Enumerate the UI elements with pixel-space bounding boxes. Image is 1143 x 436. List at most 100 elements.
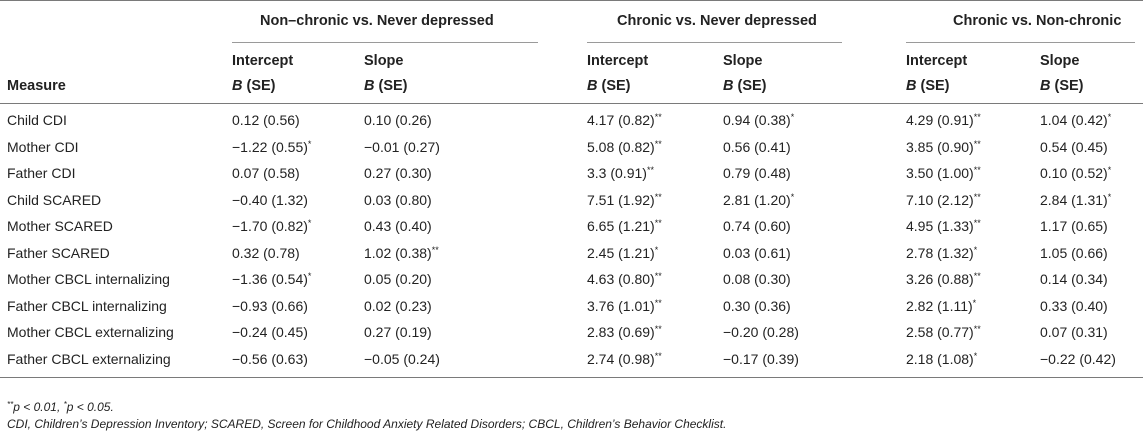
value-cell: −0.17 (0.39)	[723, 350, 799, 367]
value-cell: −1.36 (0.54)*	[232, 271, 312, 287]
table-row: Child CDI 0.12 (0.56) 0.10 (0.26) 4.17 (…	[0, 107, 1143, 134]
measure-header: Measure	[7, 78, 66, 94]
b-se-header: B (SE)	[1040, 78, 1084, 94]
table-row: Father CBCL internalizing −0.93 (0.66) 0…	[0, 293, 1143, 320]
value-cell: 0.27 (0.19)	[364, 324, 432, 340]
value-cell: 3.3 (0.91)**	[587, 165, 654, 181]
slope-header: Slope	[1040, 53, 1080, 69]
table-footnotes: **p < 0.01, *p < 0.05. CDI, Children’s D…	[7, 399, 726, 433]
intercept-header: Intercept	[906, 53, 968, 69]
value-cell: 2.84 (1.31)*	[1040, 191, 1112, 208]
group-rule-chronic-vs-nonchronic	[906, 42, 1135, 43]
measure-cell: Child CDI	[7, 112, 67, 128]
value-cell: 0.74 (0.60)	[723, 218, 791, 234]
measure-cell: Father CBCL externalizing	[7, 350, 171, 367]
value-cell: 4.95 (1.33)**	[906, 218, 981, 234]
table-row: Mother CBCL internalizing −1.36 (0.54)* …	[0, 266, 1143, 293]
table-row: Father SCARED 0.32 (0.78) 1.02 (0.38)** …	[0, 240, 1143, 267]
value-cell: 0.05 (0.20)	[364, 271, 432, 287]
group-title-nonchronic-vs-never: Non–chronic vs. Never depressed	[260, 13, 494, 29]
measure-cell: Father CDI	[7, 165, 76, 181]
measure-cell: Child SCARED	[7, 191, 102, 208]
value-cell: 2.58 (0.77)**	[906, 324, 981, 340]
b-se-header: B (SE)	[587, 78, 631, 94]
value-cell: 2.83 (0.69)**	[587, 324, 662, 340]
value-cell: 5.08 (0.82)**	[587, 138, 662, 155]
group-rule-chronic-vs-never	[587, 42, 842, 43]
value-cell: −0.01 (0.27)	[364, 138, 440, 155]
table-body: Child CDI 0.12 (0.56) 0.10 (0.26) 4.17 (…	[0, 104, 1143, 378]
value-cell: 2.81 (1.20)*	[723, 191, 795, 208]
value-cell: 0.43 (0.40)	[364, 218, 432, 234]
value-cell: −0.24 (0.45)	[232, 324, 308, 340]
value-cell: 4.17 (0.82)**	[587, 112, 662, 128]
b-se-header: B (SE)	[364, 78, 408, 94]
value-cell: 0.08 (0.30)	[723, 271, 791, 287]
value-cell: 0.07 (0.31)	[1040, 324, 1108, 340]
group-title-chronic-vs-never: Chronic vs. Never depressed	[617, 13, 817, 29]
value-cell: 2.74 (0.98)**	[587, 350, 662, 367]
value-cell: 7.10 (2.12)**	[906, 191, 981, 208]
value-cell: 0.33 (0.40)	[1040, 297, 1108, 314]
value-cell: 0.07 (0.58)	[232, 165, 300, 181]
intercept-header: Intercept	[587, 53, 649, 69]
slope-header: Slope	[364, 53, 404, 69]
group-rule-nonchronic-vs-never	[232, 42, 538, 43]
table-row: Father CBCL externalizing −0.56 (0.63) −…	[0, 346, 1143, 373]
table-row: Child SCARED −0.40 (1.32) 0.03 (0.80) 7.…	[0, 187, 1143, 214]
value-cell: 0.94 (0.38)*	[723, 112, 795, 128]
value-cell: 0.56 (0.41)	[723, 138, 791, 155]
value-cell: 1.05 (0.66)	[1040, 244, 1108, 261]
value-cell: 0.30 (0.36)	[723, 297, 791, 314]
value-cell: 1.17 (0.65)	[1040, 218, 1108, 234]
value-cell: −0.93 (0.66)	[232, 297, 308, 314]
value-cell: −0.05 (0.24)	[364, 350, 440, 367]
value-cell: 2.45 (1.21)*	[587, 244, 659, 261]
value-cell: 0.03 (0.61)	[723, 244, 791, 261]
value-cell: 3.85 (0.90)**	[906, 138, 981, 155]
value-cell: 0.12 (0.56)	[232, 112, 300, 128]
value-cell: −1.22 (0.55)*	[232, 138, 312, 155]
value-cell: 0.03 (0.80)	[364, 191, 432, 208]
value-cell: 0.27 (0.30)	[364, 165, 432, 181]
value-cell: 1.02 (0.38)**	[364, 244, 439, 261]
value-cell: 4.29 (0.91)**	[906, 112, 981, 128]
results-table: Non–chronic vs. Never depressed Chronic …	[0, 0, 1143, 378]
value-cell: 2.82 (1.11)*	[906, 297, 977, 314]
value-cell: 2.18 (1.08)*	[906, 350, 978, 367]
table-row: Mother CDI −1.22 (0.55)* −0.01 (0.27) 5.…	[0, 134, 1143, 161]
value-cell: 0.10 (0.26)	[364, 112, 432, 128]
value-cell: 7.51 (1.92)**	[587, 191, 662, 208]
measure-cell: Mother CBCL internalizing	[7, 271, 170, 287]
value-cell: 3.76 (1.01)**	[587, 297, 662, 314]
intercept-header: Intercept	[232, 53, 294, 69]
table-row: Mother SCARED −1.70 (0.82)* 0.43 (0.40) …	[0, 213, 1143, 240]
value-cell: 4.63 (0.80)**	[587, 271, 662, 287]
table-row: Mother CBCL externalizing −0.24 (0.45) 0…	[0, 319, 1143, 346]
b-se-header: B (SE)	[232, 78, 276, 94]
measure-cell: Mother CDI	[7, 138, 79, 155]
significance-note: **p < 0.01, *p < 0.05.	[7, 400, 114, 414]
measure-cell: Father CBCL internalizing	[7, 297, 167, 314]
b-se-header: B (SE)	[906, 78, 950, 94]
value-cell: −0.40 (1.32)	[232, 191, 308, 208]
value-cell: −0.22 (0.42)	[1040, 350, 1116, 367]
column-header-row: Measure Intercept B (SE) Slope B (SE) In…	[0, 45, 1143, 104]
b-se-header: B (SE)	[723, 78, 767, 94]
value-cell: 1.04 (0.42)*	[1040, 112, 1112, 128]
value-cell: −1.70 (0.82)*	[232, 218, 312, 234]
value-cell: 6.65 (1.21)**	[587, 218, 662, 234]
value-cell: 3.50 (1.00)**	[906, 165, 981, 181]
value-cell: 2.78 (1.32)*	[906, 244, 978, 261]
measure-cell: Mother SCARED	[7, 218, 113, 234]
value-cell: 0.02 (0.23)	[364, 297, 432, 314]
value-cell: 0.32 (0.78)	[232, 244, 300, 261]
measure-cell: Father SCARED	[7, 244, 110, 261]
abbreviations-note: CDI, Children’s Depression Inventory; SC…	[7, 417, 727, 431]
value-cell: 0.14 (0.34)	[1040, 271, 1108, 287]
value-cell: −0.20 (0.28)	[723, 324, 799, 340]
table-row: Father CDI 0.07 (0.58) 0.27 (0.30) 3.3 (…	[0, 160, 1143, 187]
slope-header: Slope	[723, 53, 763, 69]
value-cell: 0.54 (0.45)	[1040, 138, 1108, 155]
group-header-row: Non–chronic vs. Never depressed Chronic …	[0, 0, 1143, 45]
